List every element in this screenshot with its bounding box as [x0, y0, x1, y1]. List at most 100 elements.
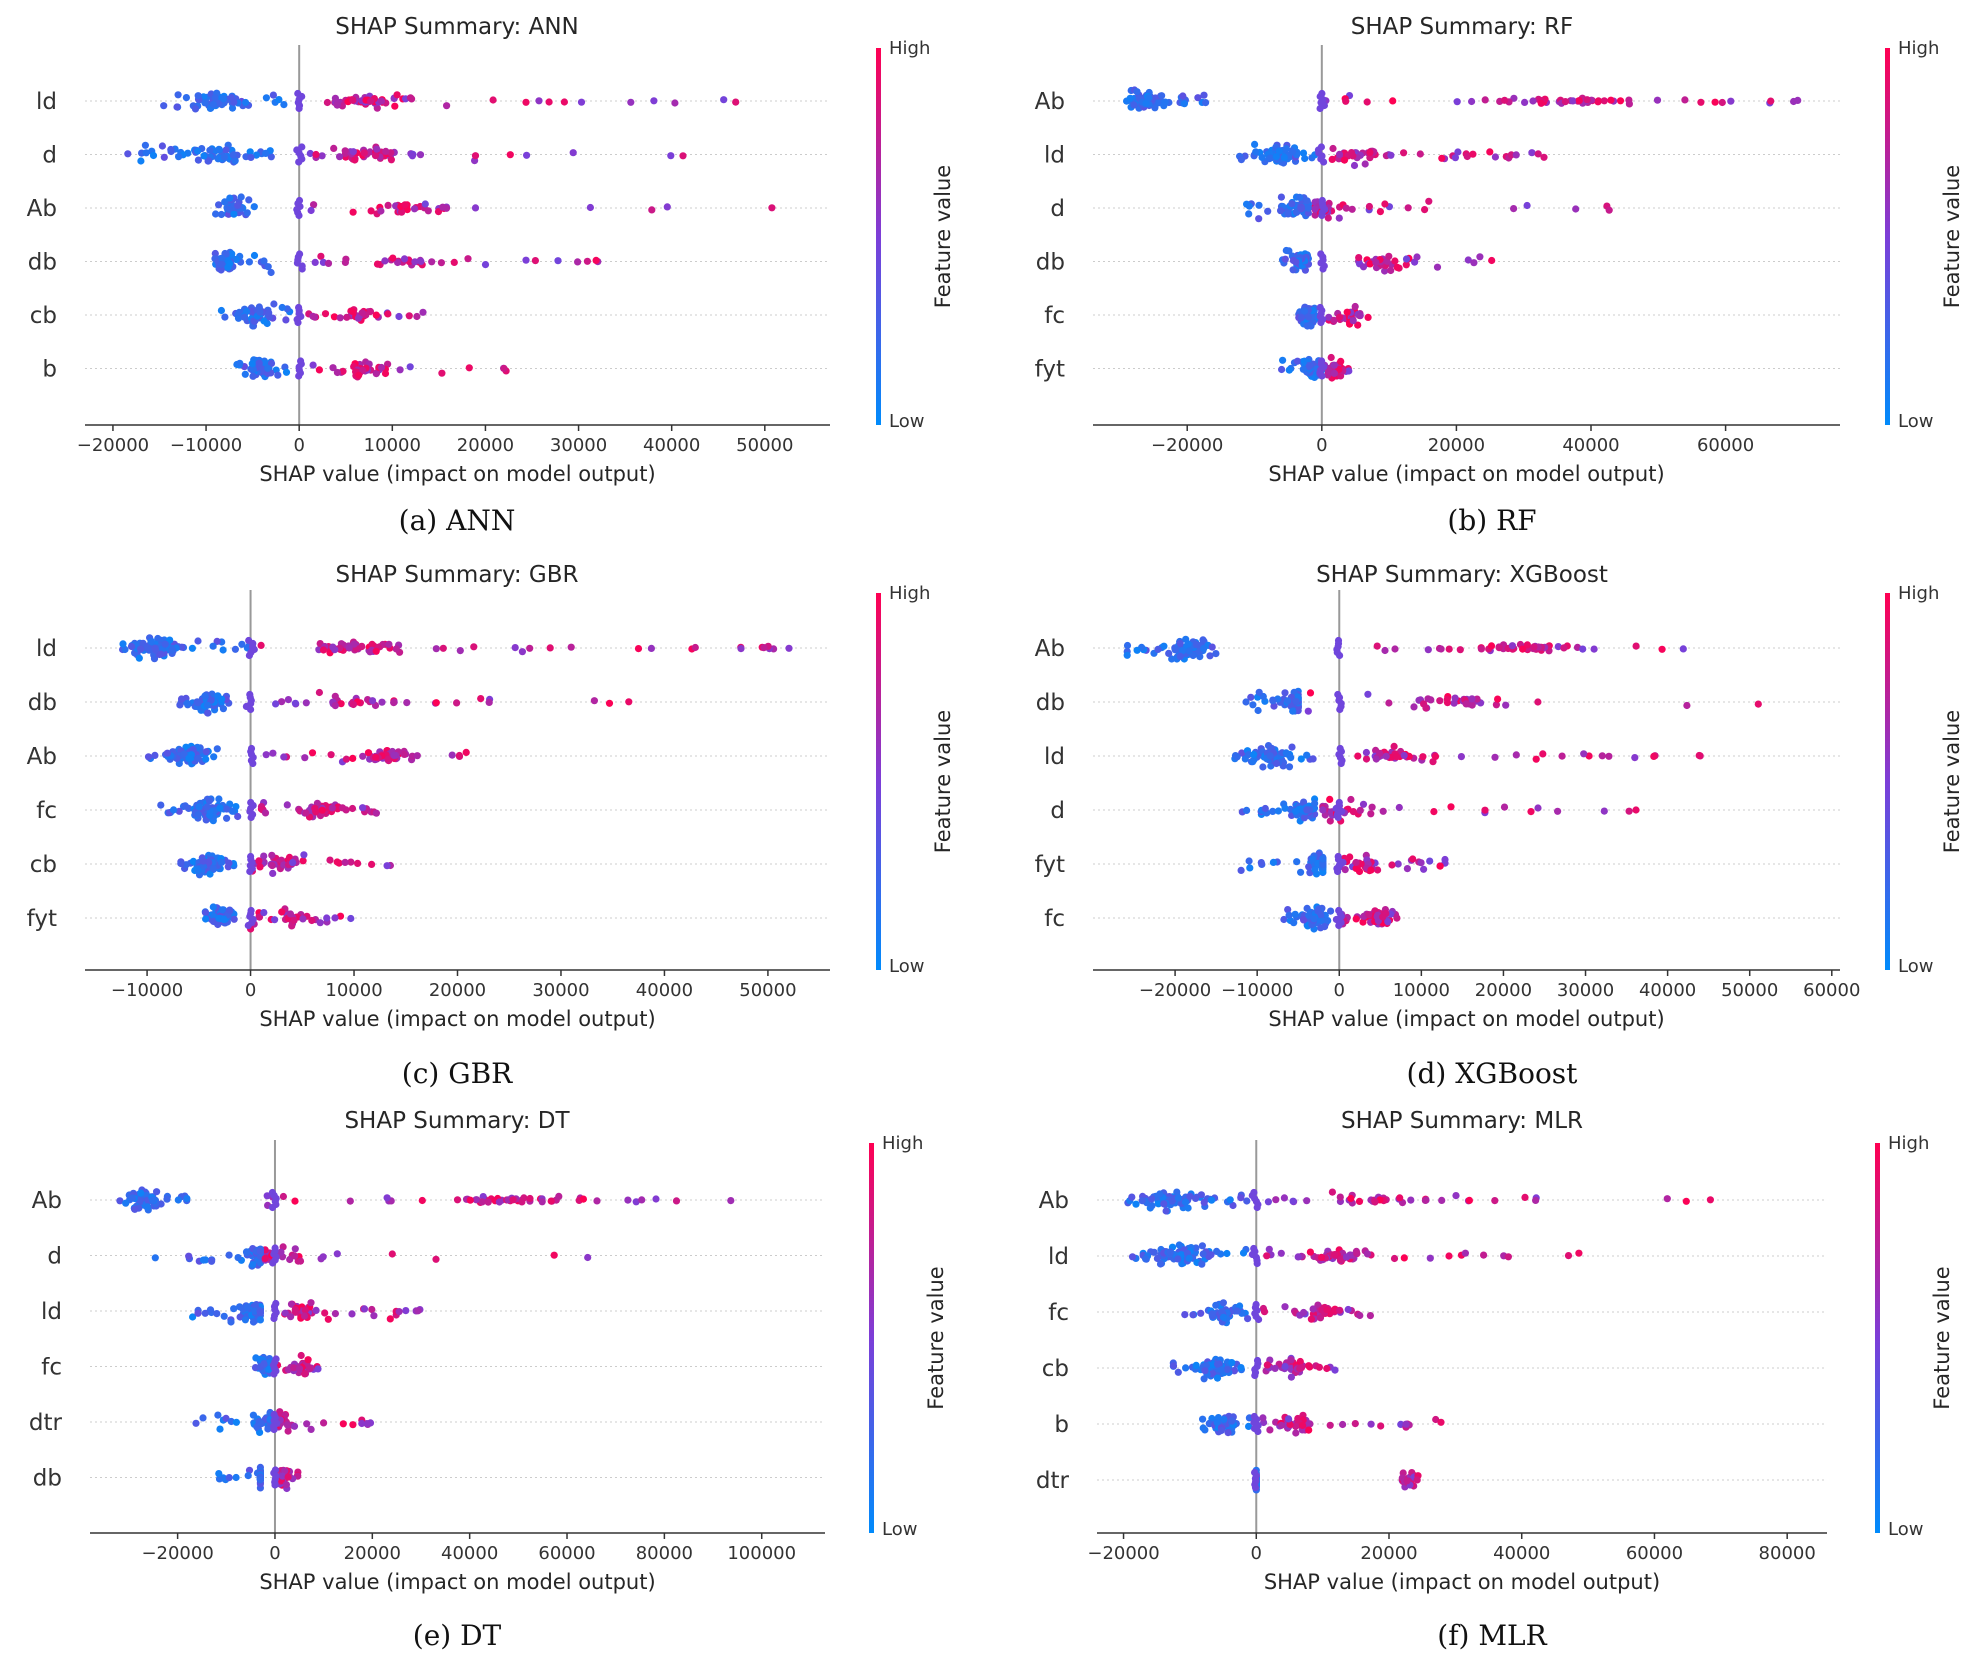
shap-point: [1502, 701, 1510, 709]
shap-point: [298, 265, 306, 273]
feature-label-Ab: Ab: [32, 1188, 62, 1214]
shap-point: [1347, 1194, 1355, 1203]
shap-point: [392, 645, 400, 653]
feature-label-ld: ld: [41, 1299, 62, 1325]
feature-points-fyt: [1278, 353, 1353, 382]
shap-point: [1281, 689, 1289, 697]
feature-label-ld: ld: [1048, 1244, 1069, 1270]
shap-point: [1272, 153, 1280, 161]
shap-point: [1341, 866, 1349, 874]
shap-point: [1335, 921, 1343, 930]
panel-caption: (b) RF: [1447, 504, 1536, 537]
shap-point: [317, 252, 325, 260]
shap-point: [1457, 753, 1465, 761]
shap-point: [218, 906, 226, 914]
shap-point: [650, 97, 658, 105]
shap-point: [243, 209, 251, 217]
feature-points-db: [215, 1463, 302, 1493]
shap-point: [1226, 1196, 1234, 1204]
shap-point: [333, 858, 341, 866]
shap-point: [216, 1425, 224, 1433]
feature-label-fyt: fyt: [1035, 357, 1065, 383]
shap-point: [1200, 1375, 1208, 1383]
shap-point: [1422, 704, 1430, 712]
shap-point: [1173, 1188, 1181, 1196]
shap-point: [1297, 314, 1306, 322]
shap-point: [489, 96, 497, 104]
shap-point: [1594, 98, 1602, 106]
shap-point: [663, 203, 671, 211]
shap-point: [205, 157, 213, 165]
colorbar-low-label: Low: [889, 411, 924, 432]
shap-point: [269, 749, 277, 757]
shap-point: [262, 94, 270, 102]
x-tick-label: 20000: [429, 980, 486, 1001]
shap-point: [204, 709, 212, 717]
shap-point: [1269, 807, 1277, 816]
shap-point: [648, 206, 656, 214]
shap-point: [282, 316, 290, 324]
shap-point: [384, 755, 392, 763]
shap-point: [1354, 321, 1362, 329]
shap-point: [1431, 752, 1440, 761]
shap-point: [439, 644, 447, 652]
shap-point: [1367, 810, 1375, 818]
shap-point: [1500, 803, 1509, 811]
shap-point: [1299, 365, 1307, 373]
shap-point: [1301, 154, 1309, 163]
panel-caption: (c) GBR: [402, 1057, 513, 1090]
shap-point: [381, 257, 389, 265]
shap-point: [1199, 636, 1207, 644]
shap-point: [249, 1411, 257, 1419]
shap-point: [1206, 652, 1214, 660]
feature-points-ld: [189, 1299, 424, 1326]
shap-point: [1246, 864, 1254, 872]
feature-label-Ab: Ab: [1035, 636, 1065, 662]
shap-point: [202, 909, 210, 917]
shap-point: [377, 207, 385, 215]
shap-point: [1437, 645, 1445, 653]
shap-point: [368, 697, 377, 705]
x-tick-label: 20000: [1475, 980, 1532, 1001]
shap-point: [1255, 1315, 1263, 1324]
shap-point: [1305, 362, 1313, 370]
shap-point: [1438, 154, 1446, 162]
shap-point: [282, 1481, 290, 1489]
shap-point: [290, 1422, 299, 1430]
shap-point: [1296, 193, 1304, 201]
shap-point: [255, 857, 263, 865]
shap-point: [372, 647, 380, 655]
shap-point: [217, 260, 225, 269]
shap-point: [277, 1248, 285, 1256]
shap-point: [359, 752, 367, 760]
shap-point: [1281, 1303, 1289, 1311]
shap-point: [478, 1198, 486, 1206]
shap-point: [1572, 205, 1580, 213]
shap-point: [1309, 755, 1317, 763]
shap-point: [1585, 752, 1593, 760]
shap-point: [1245, 1422, 1253, 1430]
shap-point: [260, 852, 268, 860]
shap-point: [1400, 149, 1408, 157]
chart-panel-aann: SHAP Summary: ANN ld d Ab db cb b −20000 −10000 0…: [27, 14, 955, 537]
x-tick-label: −20000: [1087, 1543, 1159, 1564]
feature-label-Ab: Ab: [1039, 1188, 1069, 1214]
shap-point: [300, 851, 308, 859]
shap-point: [328, 804, 336, 812]
shap-point: [1153, 1254, 1161, 1263]
feature-label-b: b: [42, 357, 57, 383]
shap-point: [1372, 755, 1380, 763]
shap-point: [1303, 322, 1311, 330]
shap-point: [368, 640, 376, 649]
shap-point: [1410, 703, 1418, 711]
shap-point: [1534, 804, 1542, 812]
colorbar-high-label: High: [1898, 38, 1939, 59]
shap-point: [250, 251, 259, 260]
shap-point: [213, 1310, 221, 1318]
shap-point: [1254, 1427, 1262, 1436]
shap-point: [324, 259, 333, 267]
shap-point: [326, 856, 334, 864]
shap-point: [278, 303, 286, 312]
feature-points-dtr: [192, 1408, 375, 1436]
shap-point: [199, 857, 207, 865]
